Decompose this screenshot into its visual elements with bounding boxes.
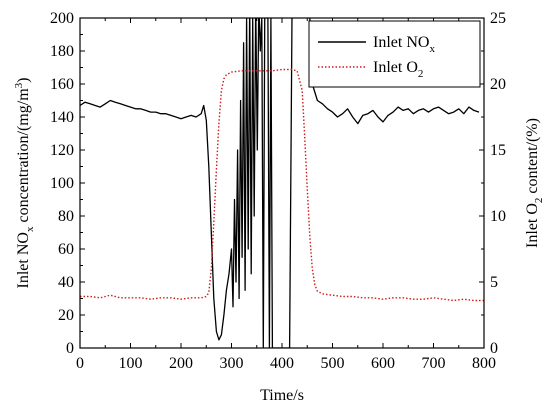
- y-left-tick-label: 160: [50, 76, 74, 93]
- legend: Inlet NOx Inlet O2: [308, 20, 481, 88]
- y-left-tick-label: 40: [58, 274, 74, 291]
- y-right-tick-label: 20: [490, 76, 506, 93]
- y-left-tick-label: 0: [66, 340, 74, 357]
- series-line-inlet-o2: [80, 68, 484, 302]
- y-axis-right-label: Inlet O2 content/(%): [524, 118, 545, 248]
- legend-label-nox: Inlet NOx: [373, 34, 435, 55]
- x-tick-label: 400: [270, 355, 294, 372]
- series-line-inlet-nox: [80, 18, 480, 348]
- y-left-tick-label: 120: [50, 142, 74, 159]
- y-axis-left-label: Inlet NOx concentration/(mg/m3): [13, 78, 36, 289]
- y-left-tick-label: 200: [50, 10, 74, 27]
- y-right-tick-label: 10: [490, 208, 506, 225]
- y-left-tick-label: 80: [58, 208, 74, 225]
- y-left-tick-label: 20: [58, 307, 74, 324]
- y-right-tick-label: 5: [490, 274, 498, 291]
- x-tick-label: 800: [472, 355, 496, 372]
- x-tick-label: 500: [321, 355, 345, 372]
- y-left-tick-label: 60: [58, 241, 74, 258]
- x-axis-label: Time/s: [260, 387, 304, 404]
- series-layer: [80, 18, 484, 348]
- y-right-tick-label: 0: [490, 340, 498, 357]
- x-tick-label: 600: [371, 355, 395, 372]
- x-tick-label: 200: [169, 355, 193, 372]
- x-tick-label: 300: [220, 355, 244, 372]
- legend-box: [308, 20, 481, 88]
- y-left-tick-label: 100: [50, 175, 74, 192]
- x-tick-label: 100: [119, 355, 143, 372]
- x-tick-label: 700: [422, 355, 446, 372]
- x-tick-label: 0: [76, 355, 84, 372]
- legend-label-o2: Inlet O2: [373, 59, 423, 80]
- y-right-tick-label: 25: [490, 10, 506, 27]
- y-left-tick-label: 180: [50, 43, 74, 60]
- x-axis: 0 100 200 300 400 500 600 700 800: [76, 18, 496, 372]
- y-right-tick-label: 15: [490, 142, 506, 159]
- y-axis-left: 0 20 40 60 80 100 120 140 160 180 200: [50, 10, 85, 357]
- y-left-tick-label: 140: [50, 109, 74, 126]
- y-axis-right: 0 5 10 15 20 25: [479, 10, 506, 357]
